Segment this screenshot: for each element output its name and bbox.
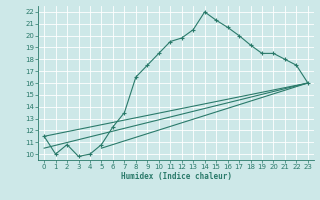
X-axis label: Humidex (Indice chaleur): Humidex (Indice chaleur): [121, 172, 231, 181]
